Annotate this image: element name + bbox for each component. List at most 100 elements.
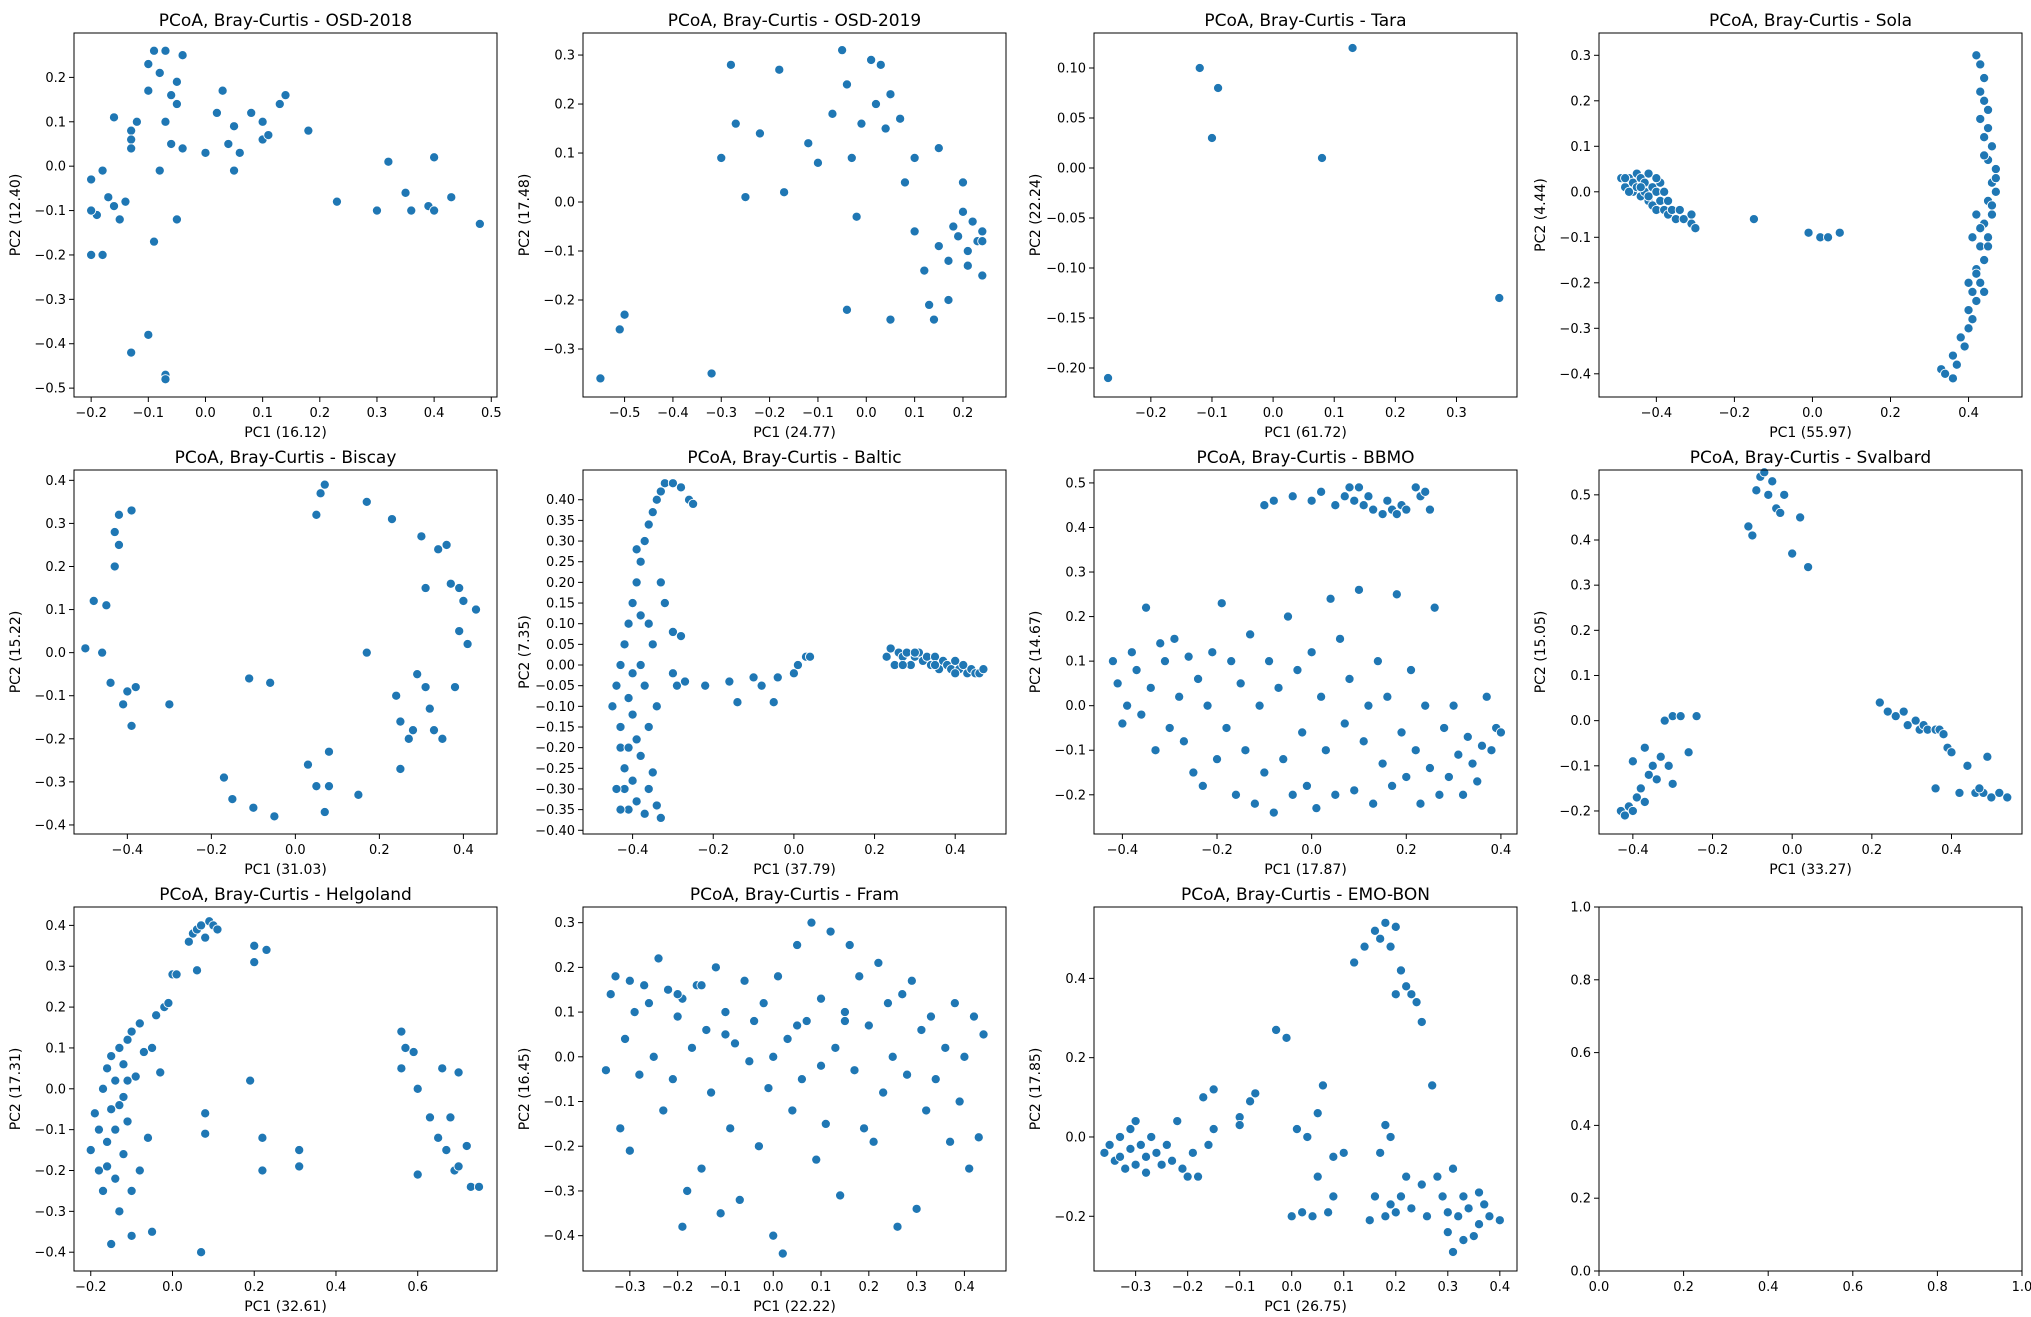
data-point: [118, 1149, 129, 1160]
data-point: [885, 314, 896, 325]
data-point: [677, 1221, 688, 1232]
data-point: [1983, 241, 1994, 252]
data-point: [331, 196, 342, 207]
y-tick-label: 0.3: [1570, 49, 1591, 64]
data-point: [200, 147, 211, 158]
chart-title: PCoA, Bray-Curtis - Baltic: [687, 448, 901, 468]
y-tick-label: 0.1: [554, 147, 575, 162]
data-point: [643, 519, 654, 530]
data-point: [148, 45, 160, 56]
x-tick-label: 0.4: [1758, 1280, 1779, 1295]
x-tick-label: 0.0: [1589, 1280, 1610, 1295]
data-point: [265, 677, 276, 688]
data-point: [815, 1060, 827, 1071]
data-point: [643, 618, 654, 629]
y-tick-label: −0.2: [1559, 804, 1591, 819]
y-tick-label: 0.4: [45, 919, 66, 934]
x-axis-label: PC1 (55.97): [1769, 425, 1852, 441]
data-point: [261, 944, 272, 955]
y-tick-label: −0.4: [1559, 367, 1591, 382]
x-tick-label: −0.2: [75, 406, 107, 421]
data-point: [754, 128, 765, 139]
axes-frame: [1093, 469, 1518, 835]
data-point: [126, 1026, 137, 1037]
data-point: [1264, 656, 1275, 667]
data-point: [1429, 602, 1440, 613]
data-point: [143, 59, 154, 70]
data-point: [1401, 981, 1412, 992]
data-point: [1278, 754, 1289, 765]
data-point: [1316, 691, 1327, 702]
data-point: [1117, 718, 1128, 729]
y-tick-label: −0.2: [543, 1140, 575, 1155]
data-point: [97, 249, 108, 261]
data-point: [1951, 359, 1962, 370]
data-point: [361, 647, 372, 658]
y-tick-label: 0.4: [1570, 1119, 1591, 1134]
y-axis-label: PC2 (4.44): [1533, 178, 1549, 252]
data-point: [1940, 368, 1951, 379]
data-point: [1382, 495, 1393, 506]
y-tick-label: 0.1: [45, 115, 66, 130]
data-point: [1188, 767, 1199, 778]
data-point: [1986, 209, 1998, 220]
data-point: [1240, 745, 1251, 756]
data-point: [1635, 783, 1646, 794]
data-point: [675, 631, 687, 642]
data-point: [1287, 789, 1298, 800]
data-point: [1651, 774, 1662, 785]
y-tick-label: 0.05: [1057, 112, 1086, 127]
data-point: [1234, 1120, 1245, 1131]
data-point: [1320, 745, 1331, 756]
data-point: [311, 509, 322, 520]
data-point: [1120, 1163, 1131, 1174]
data-point: [958, 659, 969, 671]
data-point: [160, 374, 171, 385]
data-point: [1216, 598, 1227, 609]
y-tick-label: 0.15: [546, 597, 575, 612]
data-point: [433, 1132, 444, 1143]
data-point: [1363, 700, 1374, 711]
data-point: [851, 211, 862, 222]
data-point: [1301, 780, 1312, 791]
data-point: [651, 494, 662, 505]
data-point: [1382, 691, 1393, 702]
data-point: [885, 643, 896, 654]
x-tick-label: −0.1: [133, 406, 165, 421]
data-point: [948, 221, 959, 232]
data-point: [700, 680, 711, 691]
data-point: [804, 651, 816, 662]
data-point: [126, 1185, 137, 1196]
data-point: [647, 767, 658, 778]
x-tick-label: 0.2: [1880, 406, 1901, 421]
data-point: [1338, 1147, 1349, 1158]
data-point: [1743, 521, 1754, 532]
data-point: [1479, 1199, 1490, 1210]
data-point: [86, 174, 97, 185]
data-point: [878, 1087, 889, 1098]
x-tick-label: 0.3: [367, 406, 388, 421]
data-point: [1307, 1211, 1318, 1222]
data-point: [724, 676, 735, 687]
data-point: [943, 294, 954, 306]
data-point: [106, 1238, 117, 1250]
data-point: [1311, 803, 1322, 814]
data-point: [830, 1042, 841, 1053]
data-point: [88, 595, 99, 607]
scatter-points: [86, 45, 485, 385]
data-point: [102, 1063, 113, 1074]
x-tick-label: 0.2: [953, 406, 974, 421]
data-point: [130, 682, 141, 693]
data-point: [1375, 1147, 1386, 1158]
subplot-3: −0.2 −0.1 0.0 0.1 0.2 0.3 −0.20 −0.15 −0.10 −0.05…: [1028, 11, 1518, 441]
data-point: [945, 1136, 956, 1147]
y-tick-label: −0.2: [1054, 788, 1086, 803]
data-point: [710, 962, 721, 973]
x-tick-label: −0.2: [697, 843, 729, 858]
data-point: [1177, 1163, 1188, 1174]
data-point: [263, 130, 274, 141]
axes-frame: [73, 32, 498, 398]
y-tick-label: 0.00: [546, 659, 575, 674]
data-point: [1291, 1123, 1302, 1135]
data-point: [1254, 700, 1265, 711]
